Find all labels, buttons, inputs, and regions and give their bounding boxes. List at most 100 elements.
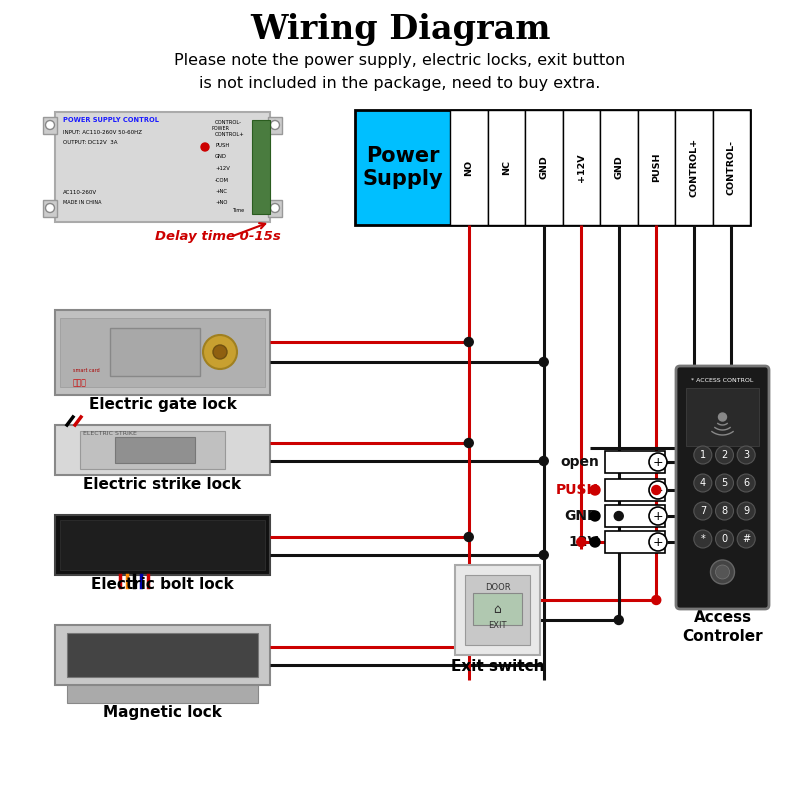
Bar [450, 110, 487, 225]
Circle shape [737, 530, 755, 548]
Bar [605, 505, 665, 527]
Text: AC110-260V: AC110-260V [63, 190, 97, 195]
Bar [525, 110, 562, 225]
Text: +: + [653, 455, 663, 469]
Text: Electric bolt lock: Electric bolt lock [91, 577, 234, 592]
Bar [43, 200, 57, 217]
Bar [686, 388, 759, 446]
Circle shape [710, 560, 734, 584]
Circle shape [715, 474, 734, 492]
Text: +12V: +12V [215, 166, 230, 171]
Circle shape [737, 446, 755, 464]
Circle shape [539, 550, 548, 559]
Text: OUTPUT: DC12V  3A: OUTPUT: DC12V 3A [63, 140, 118, 145]
Text: +NC: +NC [215, 189, 227, 194]
Text: 8: 8 [722, 506, 727, 516]
Bar [605, 451, 665, 473]
Text: GND: GND [614, 156, 623, 179]
Text: smart card: smart card [73, 368, 100, 373]
Text: GND: GND [539, 156, 548, 179]
Bar [55, 515, 270, 575]
Circle shape [590, 511, 600, 521]
Text: 5: 5 [722, 478, 728, 488]
Bar [675, 110, 713, 225]
Circle shape [590, 485, 600, 495]
Bar [60, 318, 265, 387]
Circle shape [539, 358, 548, 366]
Circle shape [464, 438, 474, 447]
Circle shape [213, 345, 227, 359]
Circle shape [614, 615, 623, 625]
Bar [43, 117, 57, 134]
Text: Exit switch: Exit switch [450, 659, 544, 674]
Text: 6: 6 [743, 478, 750, 488]
Text: Time: Time [232, 208, 244, 213]
Text: 9: 9 [743, 506, 750, 516]
Circle shape [737, 502, 755, 520]
Bar [605, 531, 665, 553]
Bar [55, 425, 270, 475]
Bar [80, 431, 225, 469]
Text: Please note the power supply, electric locks, exit button
is not included in the: Please note the power supply, electric l… [174, 54, 626, 90]
Text: CONTROL+: CONTROL+ [690, 138, 698, 197]
Circle shape [715, 502, 734, 520]
Circle shape [649, 533, 667, 551]
Text: GND: GND [215, 154, 227, 159]
Text: 7: 7 [700, 506, 706, 516]
Text: Delay time 0-15s: Delay time 0-15s [155, 230, 281, 243]
Bar [465, 575, 530, 645]
Text: open: open [560, 455, 599, 469]
Circle shape [46, 203, 54, 213]
Circle shape [539, 457, 548, 466]
Circle shape [464, 533, 474, 542]
Bar [67, 685, 258, 703]
Text: Magnetic lock: Magnetic lock [103, 705, 222, 720]
Text: +: + [653, 535, 663, 549]
Text: +12V: +12V [577, 153, 586, 182]
Bar [110, 328, 200, 376]
Text: ELECTRIC STRIKE: ELECTRIC STRIKE [83, 431, 137, 436]
Text: 请刷卡: 请刷卡 [73, 378, 87, 387]
Text: GND: GND [565, 509, 599, 523]
Circle shape [694, 502, 712, 520]
Text: 12V: 12V [569, 535, 599, 549]
Text: +NO: +NO [215, 201, 227, 206]
Circle shape [590, 537, 600, 547]
Bar [55, 112, 270, 222]
Text: 3: 3 [743, 450, 750, 460]
Bar [473, 593, 522, 625]
Text: CONTROL-: CONTROL- [726, 140, 736, 195]
Bar [268, 117, 282, 134]
Text: #: # [742, 534, 750, 544]
Text: POWER SUPPLY CONTROL: POWER SUPPLY CONTROL [63, 117, 159, 123]
Text: +: + [653, 483, 663, 497]
Bar [67, 633, 258, 677]
Text: Access
Controler: Access Controler [682, 610, 763, 645]
Bar [455, 565, 540, 655]
Text: DOOR: DOOR [485, 583, 510, 592]
Text: * ACCESS CONTROL: * ACCESS CONTROL [691, 378, 754, 382]
Circle shape [694, 474, 712, 492]
Text: POWER: POWER [212, 126, 230, 131]
Bar [355, 110, 750, 225]
Text: Power
Supply: Power Supply [362, 146, 443, 189]
Circle shape [270, 203, 279, 213]
Bar [562, 110, 600, 225]
Text: EXIT: EXIT [488, 621, 506, 630]
Text: INPUT: AC110-260V 50-60HZ: INPUT: AC110-260V 50-60HZ [63, 130, 142, 135]
Bar [55, 310, 270, 395]
Text: Wiring Diagram: Wiring Diagram [250, 14, 550, 46]
Circle shape [649, 507, 667, 525]
Circle shape [614, 511, 623, 521]
Circle shape [577, 538, 586, 546]
Circle shape [715, 565, 730, 579]
Circle shape [694, 530, 712, 548]
Bar [115, 437, 195, 463]
Circle shape [718, 413, 726, 421]
Bar [638, 110, 675, 225]
Text: NC: NC [502, 160, 510, 175]
Circle shape [649, 453, 667, 471]
Circle shape [715, 446, 734, 464]
Text: ⌂: ⌂ [494, 603, 502, 616]
Text: PUSH: PUSH [556, 483, 599, 497]
